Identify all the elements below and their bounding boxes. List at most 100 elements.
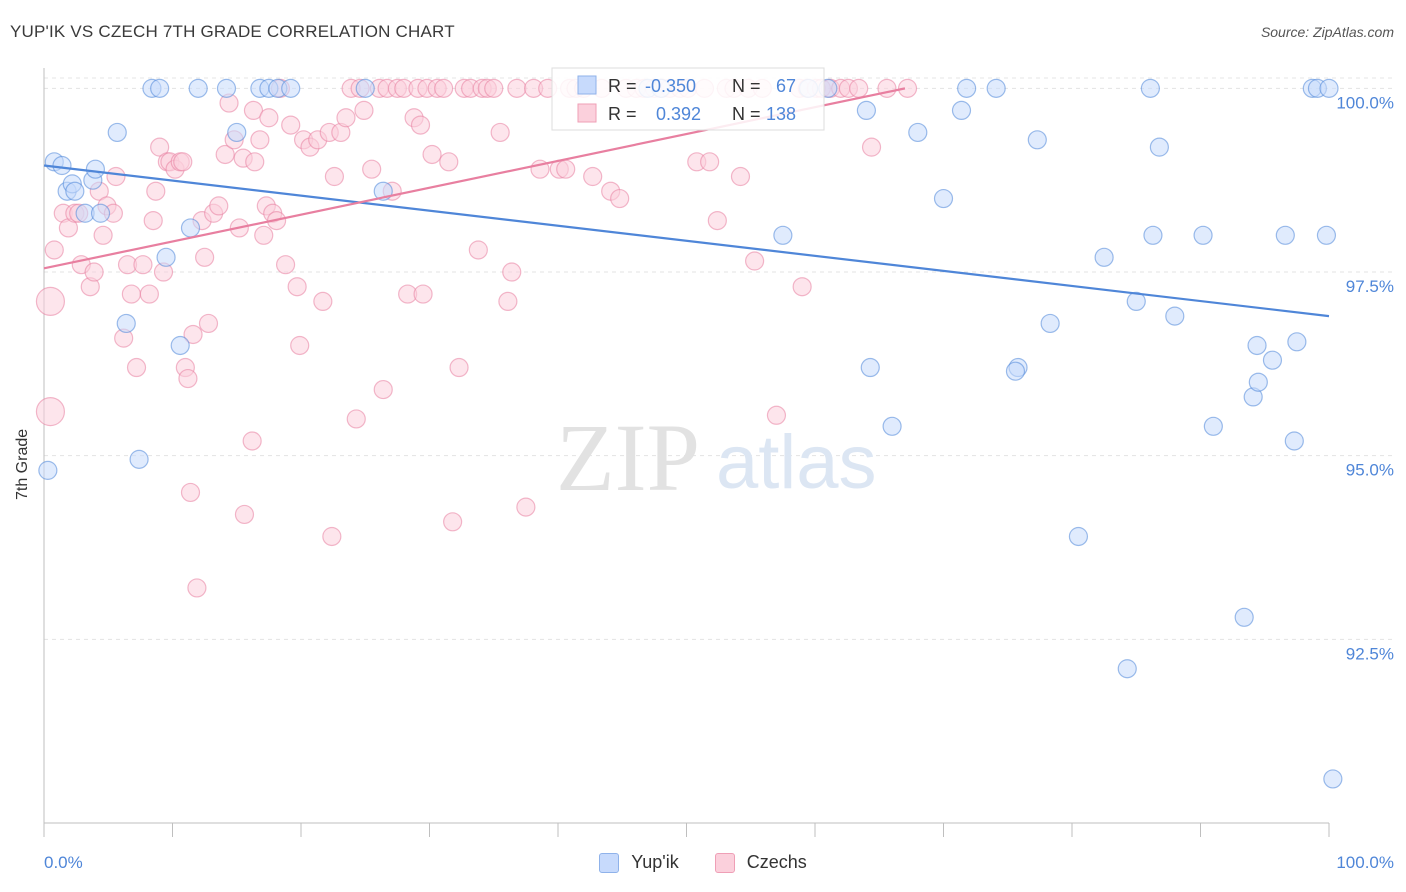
point-czechs-9 [84,262,104,282]
point-czechs-47 [243,100,264,121]
legend-label-czechs: Czechs [746,852,807,872]
point-czechs-91 [449,357,469,378]
stats-n-value-yupik: 67 [776,76,796,96]
bottom-legend: Yup'ik Czechs [0,852,1406,873]
point-czechs-0 [35,286,66,317]
point-czechs-57 [281,115,301,135]
point-yupik-36 [933,188,954,209]
legend-item-czechs: Czechs [714,852,807,873]
point-czechs-73 [362,159,382,179]
point-czechs-86 [422,144,442,165]
point-yupik-5 [65,181,85,201]
stats-r-value-czechs: 0.392 [656,104,701,124]
point-yupik-24 [281,78,301,98]
point-czechs-40 [215,144,235,165]
point-czechs-142 [849,78,869,98]
point-yupik-50 [1149,137,1169,157]
stats-box: R = -0.350 N = 67 R = 0.392 N = 138 [551,67,825,131]
point-czechs-48 [245,152,265,172]
point-yupik-0 [38,460,58,480]
point-yupik-61 [1287,332,1307,352]
source-note: Source: ZipAtlas.com [1260,24,1394,40]
point-yupik-19 [216,78,237,98]
point-czechs-14 [106,166,126,187]
point-czechs-34 [187,578,207,598]
watermark-atlas: atlas [716,420,877,505]
point-yupik-65 [1319,78,1339,98]
point-czechs-39 [209,196,229,216]
axes [43,68,1330,837]
point-czechs-21 [143,211,163,231]
point-czechs-144 [877,78,897,98]
point-czechs-19 [133,255,153,275]
point-czechs-129 [730,166,751,187]
point-yupik-56 [1247,335,1267,356]
point-czechs-99 [498,291,518,312]
y-tick-label-1: 97.5% [1346,277,1394,296]
x-tick-label-1: 100.0% [1336,853,1394,872]
y-tick-label-3: 92.5% [1346,644,1394,663]
point-yupik-58 [1262,350,1283,370]
point-czechs-111 [583,166,603,187]
point-yupik-34 [882,416,902,436]
point-czechs-100 [502,262,522,282]
point-yupik-35 [908,122,928,143]
point-yupik-29 [773,225,793,245]
point-czechs-2 [44,240,64,260]
point-czechs-126 [707,211,727,231]
stats-swatch-czechs [577,103,597,123]
point-yupik-25 [355,78,375,98]
trend-line-yupik [43,164,1330,318]
point-czechs-145 [897,78,918,98]
point-czechs-125 [700,152,720,172]
stats-r-label-czechs: R = [608,104,637,124]
point-yupik-10 [107,122,127,143]
point-yupik-17 [180,218,201,238]
point-czechs-59 [290,335,310,356]
point-czechs-65 [322,526,342,547]
point-czechs-18 [126,357,147,378]
point-yupik-33 [860,357,880,378]
point-czechs-45 [234,504,255,525]
stats-box-frame [551,67,825,131]
point-yupik-18 [188,78,208,98]
point-yupik-51 [1165,306,1185,326]
point-yupik-66 [1323,769,1343,789]
stats-swatch-yupik [577,75,597,95]
stats-n-label-czechs: N = [732,104,761,124]
point-yupik-39 [986,78,1006,98]
legend-swatch-czechs [714,852,735,873]
point-yupik-60 [1284,431,1304,451]
point-yupik-49 [1143,225,1163,245]
point-czechs-32 [180,482,201,503]
point-czechs-97 [484,78,504,98]
point-yupik-53 [1203,416,1223,436]
point-czechs-52 [259,108,279,128]
point-czechs-17 [121,284,141,304]
series-yupik-points [38,78,1343,789]
stats-r-label-yupik: R = [608,76,637,96]
point-yupik-8 [85,159,106,179]
point-czechs-72 [354,100,374,121]
point-yupik-42 [1027,130,1047,150]
point-yupik-12 [129,449,149,469]
point-czechs-49 [250,130,270,150]
point-yupik-9 [90,203,111,223]
point-czechs-102 [516,497,536,517]
point-yupik-32 [856,100,877,121]
legend-swatch-yupik [599,852,620,873]
watermark: ZIP atlas [556,404,877,511]
point-yupik-64 [1316,225,1337,245]
y-tick-label-0: 100.0% [1336,93,1394,112]
stats-r-value-yupik: -0.350 [645,76,696,96]
point-czechs-68 [336,108,356,128]
point-yupik-59 [1275,225,1295,245]
point-yupik-43 [1040,313,1060,334]
point-yupik-14 [150,78,170,98]
point-czechs-75 [373,379,393,400]
point-czechs-66 [324,166,345,187]
point-czechs-22 [146,181,166,201]
point-czechs-89 [439,152,459,172]
y-tick-label-2: 95.0% [1346,461,1394,480]
point-czechs-90 [443,512,463,532]
